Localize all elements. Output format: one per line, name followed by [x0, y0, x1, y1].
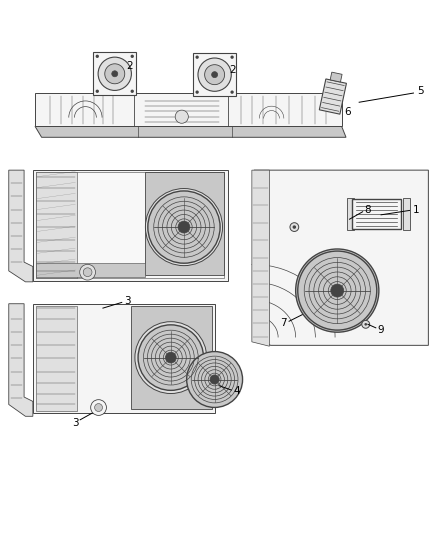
Circle shape	[95, 55, 99, 58]
Circle shape	[293, 225, 296, 229]
Polygon shape	[33, 304, 215, 413]
Polygon shape	[9, 304, 33, 416]
Circle shape	[331, 284, 344, 297]
Circle shape	[364, 323, 367, 326]
Circle shape	[95, 90, 99, 93]
Polygon shape	[145, 172, 224, 275]
Polygon shape	[193, 53, 236, 96]
Polygon shape	[254, 170, 428, 345]
FancyBboxPatch shape	[403, 198, 410, 230]
Circle shape	[362, 320, 370, 328]
FancyBboxPatch shape	[352, 199, 401, 229]
Circle shape	[205, 64, 225, 85]
Circle shape	[195, 55, 199, 59]
Circle shape	[212, 71, 218, 78]
Circle shape	[80, 264, 95, 280]
Polygon shape	[33, 170, 228, 280]
Polygon shape	[131, 306, 212, 409]
Circle shape	[296, 249, 379, 332]
Text: 4: 4	[233, 386, 240, 397]
Circle shape	[145, 189, 223, 265]
Circle shape	[138, 325, 204, 390]
Circle shape	[112, 71, 118, 77]
Text: 5: 5	[417, 86, 424, 96]
Polygon shape	[36, 263, 145, 278]
Circle shape	[83, 268, 92, 277]
Circle shape	[290, 223, 299, 231]
Circle shape	[131, 90, 134, 93]
Circle shape	[148, 191, 220, 263]
FancyBboxPatch shape	[347, 198, 354, 230]
Polygon shape	[319, 79, 346, 114]
Polygon shape	[93, 52, 136, 95]
Polygon shape	[36, 172, 77, 278]
Text: 1: 1	[413, 205, 420, 215]
Circle shape	[195, 91, 199, 94]
Polygon shape	[330, 72, 342, 82]
Polygon shape	[252, 170, 269, 346]
Circle shape	[166, 352, 176, 363]
Polygon shape	[36, 306, 77, 411]
Text: 2: 2	[126, 61, 133, 71]
Circle shape	[230, 55, 234, 59]
Text: 3: 3	[72, 418, 79, 428]
Circle shape	[98, 57, 131, 91]
Polygon shape	[9, 170, 33, 282]
Text: 6: 6	[344, 107, 351, 117]
Circle shape	[175, 110, 188, 123]
Text: 8: 8	[364, 205, 371, 215]
Circle shape	[298, 251, 377, 330]
Circle shape	[230, 91, 234, 94]
Circle shape	[135, 322, 207, 393]
Text: 7: 7	[280, 318, 287, 328]
Circle shape	[210, 375, 219, 384]
Circle shape	[105, 64, 125, 84]
Circle shape	[95, 403, 102, 411]
Text: 3: 3	[124, 296, 131, 305]
Circle shape	[131, 55, 134, 58]
Polygon shape	[36, 172, 224, 278]
Text: 9: 9	[378, 325, 385, 335]
Text: 2: 2	[229, 65, 236, 75]
Circle shape	[178, 221, 190, 233]
Circle shape	[91, 400, 106, 415]
Polygon shape	[35, 126, 346, 138]
Circle shape	[187, 352, 243, 407]
Polygon shape	[35, 93, 342, 126]
Circle shape	[198, 58, 231, 91]
